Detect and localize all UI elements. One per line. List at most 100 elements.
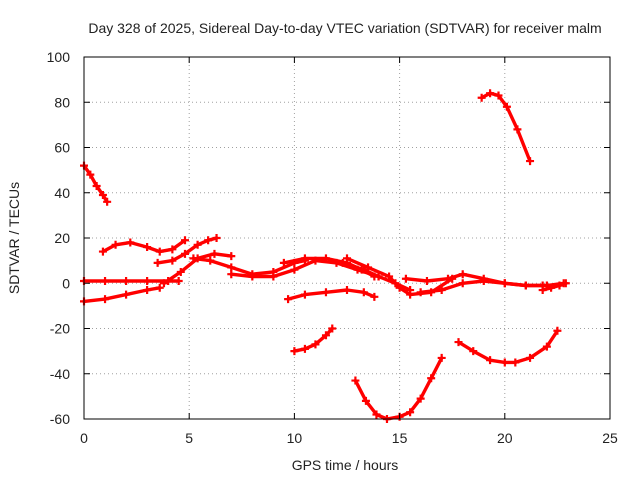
data-point <box>401 274 410 283</box>
data-point <box>538 286 547 295</box>
data-point <box>204 236 213 245</box>
data-point <box>111 240 120 249</box>
series-arc-bottom-dip <box>351 353 446 423</box>
data-point <box>479 276 488 285</box>
series-line <box>541 281 568 292</box>
data-point <box>553 326 562 335</box>
data-point <box>338 258 347 267</box>
data-point <box>155 247 164 256</box>
data-point <box>370 292 379 301</box>
data-point <box>300 344 309 353</box>
data-point <box>193 240 202 249</box>
data-point <box>143 243 152 252</box>
data-point <box>406 408 415 417</box>
data-point <box>511 358 520 367</box>
data-point <box>269 272 278 281</box>
x-tick-label: 25 <box>602 430 618 446</box>
x-tick-label: 15 <box>392 430 408 446</box>
data-point <box>555 281 564 290</box>
y-tick-label: 0 <box>62 275 70 291</box>
chart-title: Day 328 of 2025, Sidereal Day-to-day VTE… <box>88 20 601 36</box>
series-arc-start-high <box>80 161 112 206</box>
data-point <box>101 295 110 304</box>
data-point <box>103 197 112 206</box>
data-point <box>122 290 131 299</box>
data-point <box>391 279 400 288</box>
data-point <box>374 272 383 281</box>
data-point <box>300 290 309 299</box>
data-point <box>290 347 299 356</box>
data-point <box>86 170 95 179</box>
y-tick-label: -40 <box>50 366 70 382</box>
data-point <box>406 286 415 295</box>
data-point <box>153 258 162 267</box>
data-point <box>321 331 330 340</box>
data-point <box>372 410 381 419</box>
data-point <box>321 254 330 263</box>
data-point <box>526 353 535 362</box>
data-point <box>361 396 370 405</box>
data-point <box>227 263 236 272</box>
x-tick-label: 0 <box>80 430 88 446</box>
data-point <box>159 279 168 288</box>
data-point <box>189 254 198 263</box>
series-line <box>456 329 560 365</box>
y-tick-label: -60 <box>50 411 70 427</box>
data-point <box>521 281 530 290</box>
series-line <box>353 356 444 421</box>
data-point <box>469 347 478 356</box>
series-arc-bottom-right <box>454 326 562 367</box>
x-tick-label: 5 <box>185 430 193 446</box>
data-point <box>206 256 215 265</box>
data-point <box>437 353 446 362</box>
data-point <box>486 89 495 98</box>
data-point <box>122 276 131 285</box>
series-arc-right-tail <box>538 279 570 295</box>
y-axis-label: SDTVAR / TECUs <box>6 182 22 294</box>
data-point <box>143 276 152 285</box>
data-point <box>227 252 236 261</box>
data-point <box>561 279 570 288</box>
data-point <box>359 288 368 297</box>
y-tick-label: 20 <box>54 230 70 246</box>
data-point <box>526 157 535 166</box>
data-point <box>126 238 135 247</box>
data-point <box>343 254 351 263</box>
data-point <box>494 91 503 100</box>
y-tick-label: -20 <box>50 321 70 337</box>
data-point <box>168 245 177 254</box>
data-point <box>168 256 177 265</box>
data-point <box>502 102 511 111</box>
data-point <box>416 288 425 297</box>
data-point <box>486 356 495 365</box>
series-arc-low-10-30 <box>290 324 337 356</box>
data-point <box>180 249 189 258</box>
grid <box>84 57 610 419</box>
data-point <box>321 288 330 297</box>
x-tick-label: 10 <box>287 430 303 446</box>
y-tick-label: 40 <box>54 185 70 201</box>
y-tick-label: 100 <box>47 49 71 65</box>
data-point <box>143 286 152 295</box>
series-arc-low-10 <box>284 286 379 304</box>
data-point <box>343 286 351 295</box>
data-point <box>92 181 101 190</box>
data-point <box>500 358 509 367</box>
data-point <box>210 249 219 258</box>
data-point <box>458 279 467 288</box>
data-point <box>284 295 293 304</box>
data-point <box>477 93 486 102</box>
data-point <box>547 283 556 292</box>
y-tick-label: 80 <box>54 94 70 110</box>
data-point <box>454 338 463 347</box>
data-point <box>416 394 425 403</box>
data-point <box>458 270 467 279</box>
data-point <box>290 265 299 274</box>
data-point <box>98 247 107 256</box>
series-arc-lower-early <box>80 283 164 306</box>
data-point <box>279 258 288 267</box>
x-tick-label: 20 <box>497 430 513 446</box>
data-point <box>359 265 368 274</box>
